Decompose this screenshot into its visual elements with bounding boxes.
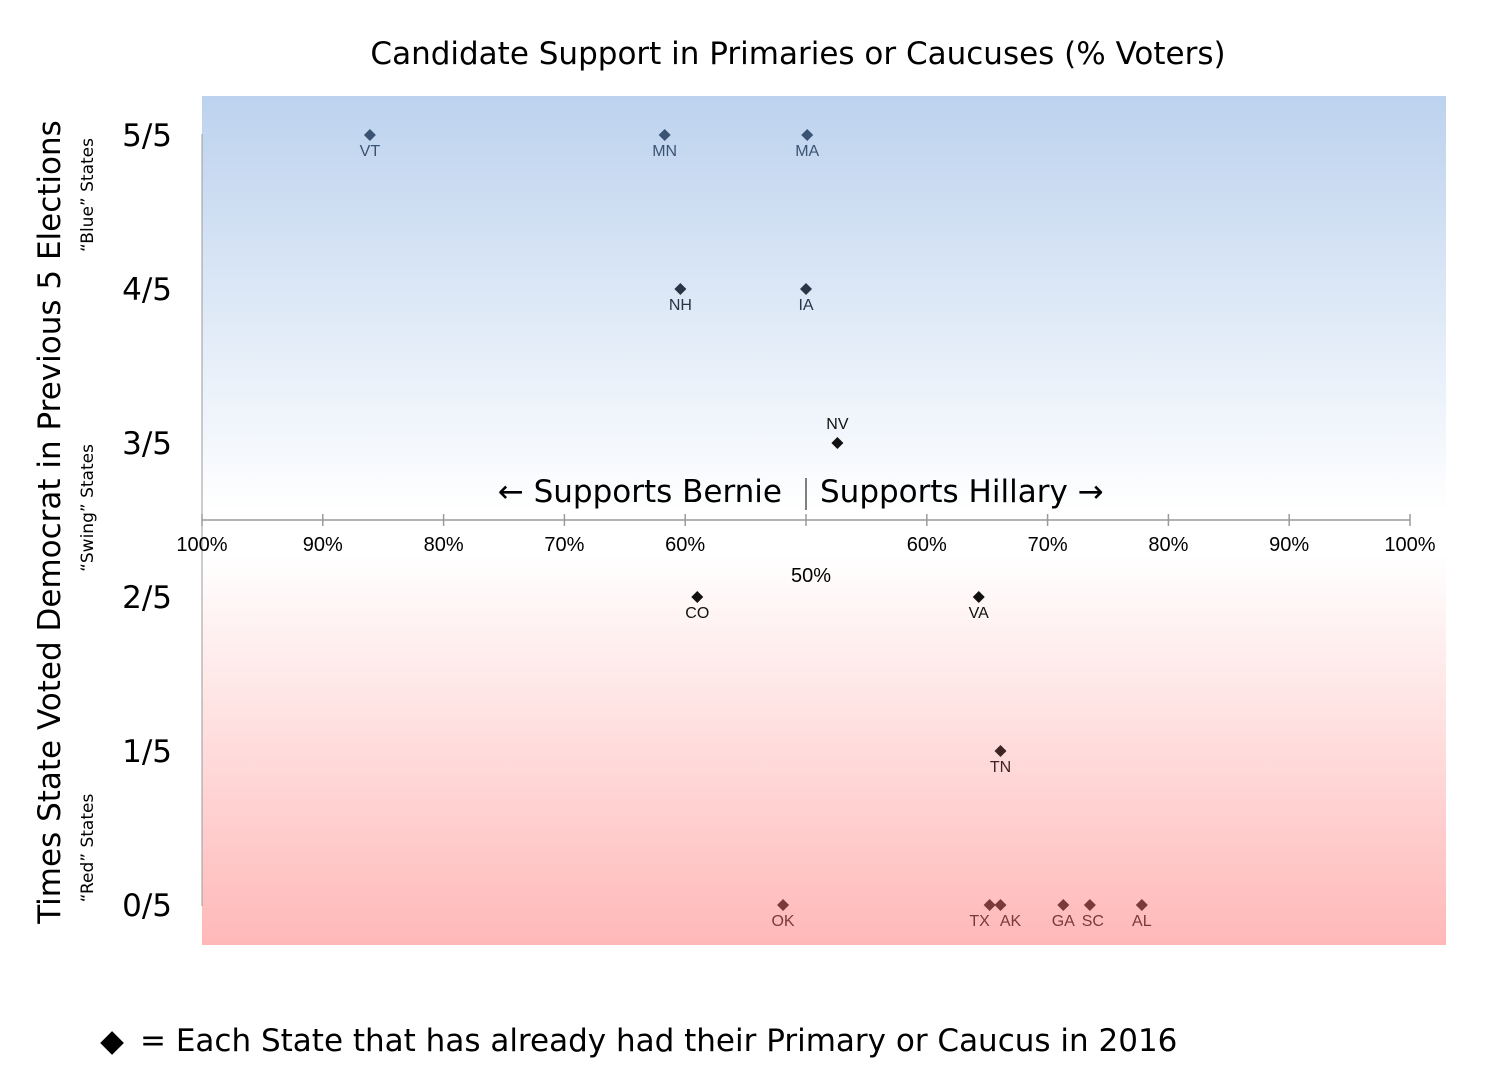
data-point-ma [801,129,814,141]
y-ticks: 0/5 1/5 2/5 3/5 4/5 5/5 [122,118,172,924]
data-point-va [972,591,985,603]
point-label-nh: NH [669,297,692,314]
x-ticks: 100% 90% 80% 70% 60% 50% 60% 70% 80% 90% 100% [176,514,1436,587]
chart-title: Candidate Support in Primaries or Caucus… [370,36,1225,72]
x-tick-label: 70% [544,534,584,556]
point-label-sc: SC [1082,913,1104,930]
point-label-ma: MA [795,143,819,160]
data-point-co [691,591,704,603]
legend-marker: ◆ [100,1023,124,1059]
data-point-ak [994,899,1007,911]
annotation-supports-bernie: ← Supports Bernie [498,474,782,510]
data-point-ok [777,899,790,911]
point-label-ok: OK [771,913,794,930]
x-tick-label: 80% [1148,534,1188,556]
legend-text: = Each State that has already had their … [140,1023,1177,1059]
x-tick-label: 60% [907,534,947,556]
point-label-vt: VT [360,143,381,160]
y-band-label-red: “Red” States [78,794,98,903]
point-label-tn: TN [990,759,1011,776]
point-label-tx: TX [969,913,990,930]
y-band-label-swing: “Swing” States [78,444,98,572]
data-point-tn [994,745,1007,757]
point-label-va: VA [969,605,989,622]
data-point-nh [674,283,687,295]
y-band-label-blue: “Blue” States [78,138,98,252]
data-point-tx [983,899,996,911]
point-label-ak: AK [1000,913,1022,930]
data-point-al [1135,899,1148,911]
x-tick-label: 70% [1028,534,1068,556]
x-tick-label: 90% [1269,534,1309,556]
data-point-mn [658,129,671,141]
x-tick-label: 100% [1384,534,1435,556]
y-tick-label: 0/5 [122,888,172,924]
data-points: VT MN MA NH IA NV CO VA TN OK TX AK GA SC AL [360,129,1152,930]
data-point-sc [1083,899,1096,911]
data-point-nv [831,437,844,449]
x-tick-label: 80% [424,534,464,556]
y-tick-label: 4/5 [122,272,172,308]
point-label-ia: IA [798,297,813,314]
y-tick-label: 3/5 [122,426,172,462]
point-label-co: CO [685,605,709,622]
data-point-ia [800,283,812,295]
y-axis-title: Times State Voted Democrat in Previous 5… [32,120,68,925]
data-point-vt [363,129,376,141]
y-tick-label: 5/5 [122,118,172,154]
x-tick-label: 100% [176,534,227,556]
y-tick-label: 1/5 [122,734,172,770]
data-point-ga [1057,899,1070,911]
point-label-ga: GA [1052,913,1075,930]
annotation-supports-hillary: Supports Hillary → [820,474,1104,510]
x-tick-label: 60% [665,534,705,556]
point-label-nv: NV [826,416,849,433]
x-tick-label: 50% [791,565,831,587]
y-tick-label: 2/5 [122,580,172,616]
point-label-mn: MN [652,143,677,160]
x-tick-label: 90% [303,534,343,556]
point-label-al: AL [1132,913,1152,930]
